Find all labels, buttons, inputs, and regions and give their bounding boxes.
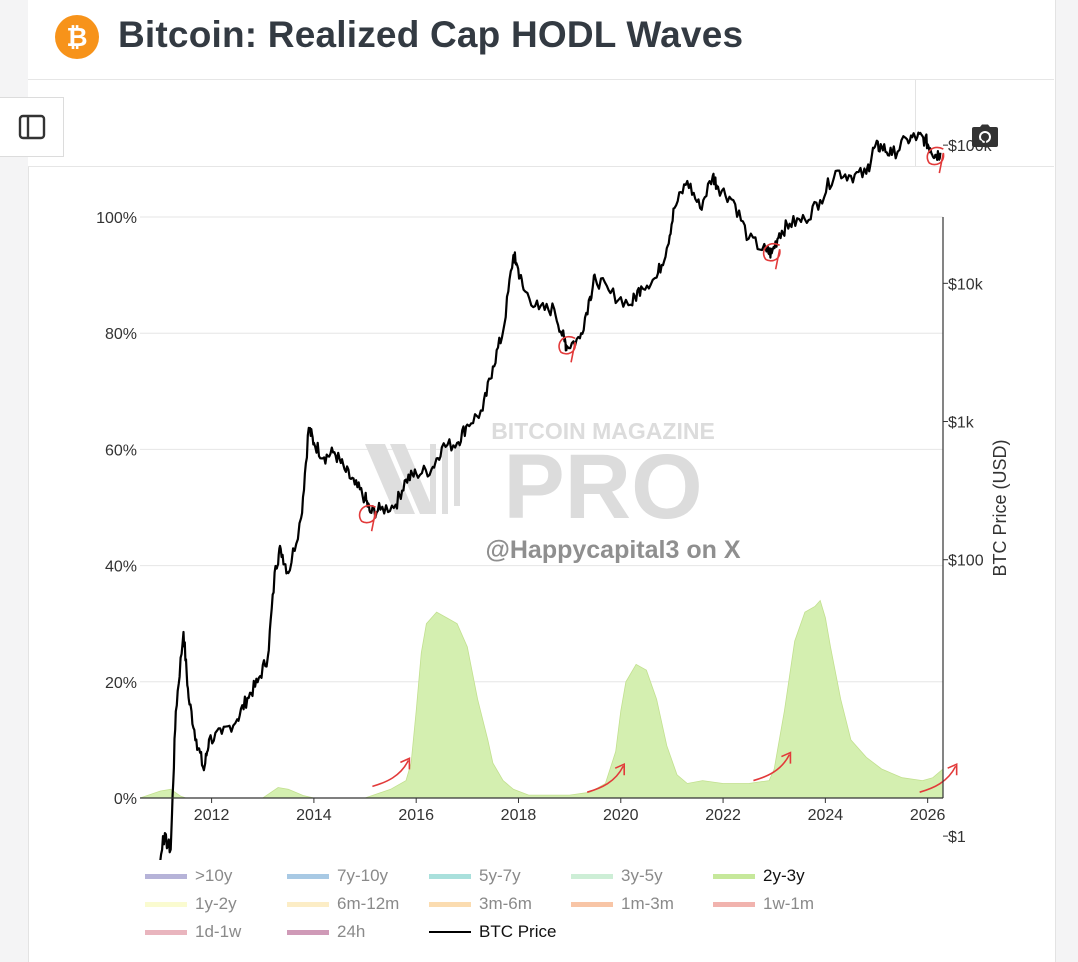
legend-label: 5y-7y (479, 866, 521, 885)
x-tick-label: 2016 (398, 807, 434, 824)
y2-tick-label: $1k (948, 415, 975, 432)
legend-item[interactable]: 24h (287, 922, 365, 942)
hand-drawn-arrowhead (781, 751, 792, 764)
hand-drawn-arrow (753, 754, 791, 782)
hand-drawn-arrowhead (947, 762, 958, 776)
legend-label: 24h (337, 922, 366, 941)
y2-tick-label: $100k (948, 138, 993, 155)
legend-swatch (145, 901, 187, 907)
legend-item[interactable]: BTC Price (429, 922, 556, 942)
y2-axis-title: BTC Price (USD) (990, 439, 1010, 576)
x-tick-label: 2022 (705, 807, 741, 824)
legend-swatch (287, 873, 329, 879)
legend-item[interactable]: 1m-3m (571, 894, 674, 914)
legend-item[interactable]: >10y (145, 866, 232, 886)
series-line-btc-price (159, 131, 942, 860)
legend-swatch (713, 873, 755, 879)
hand-drawn-circle (762, 243, 781, 270)
y-tick-label: 100% (96, 210, 137, 227)
legend-item[interactable]: 1d-1w (145, 922, 241, 942)
bitcoin-logo-icon: ₿ (55, 15, 99, 59)
legend-label: 1m-3m (621, 894, 674, 913)
y-tick-label: 40% (105, 559, 137, 576)
watermark-brand-main: PRO (503, 436, 702, 538)
legend-swatch (287, 929, 329, 935)
y2-tick-label: $1 (948, 829, 966, 846)
y2-tick-label: $10k (948, 276, 984, 293)
legend-label: >10y (195, 866, 233, 885)
price-line-layer (159, 131, 942, 860)
y-tick-label: 0% (114, 791, 137, 808)
series-area-2y-3y (139, 599, 944, 799)
band-areas (139, 599, 944, 799)
legend-label: 7y-10y (337, 866, 389, 885)
hand-drawn-circle (358, 504, 377, 532)
legend-swatch (145, 929, 187, 935)
chart-toolbar (28, 80, 1054, 167)
legend-item[interactable]: 2y-3y (713, 866, 805, 886)
x-tick-label: 2018 (501, 807, 537, 824)
legend-swatch (429, 901, 471, 907)
legend-swatch (145, 873, 187, 879)
legend-item[interactable]: 1w-1m (713, 894, 814, 914)
hand-drawn-circle (926, 146, 945, 174)
x-tick-label: 2012 (194, 807, 230, 824)
page-header (28, 0, 1054, 80)
y-tick-label: 60% (105, 442, 137, 459)
hodl-waves-chart: BITCOIN MAGAZINE PRO @Happycapital3 on X… (96, 131, 1010, 860)
y-tick-label: 20% (105, 675, 137, 692)
x-tick-label: 2014 (296, 807, 332, 824)
hand-drawn-arrow (372, 760, 410, 788)
y-tick-label: 80% (105, 326, 137, 343)
annotations (358, 146, 958, 793)
legend-item[interactable]: 1y-2y (145, 894, 237, 914)
watermark: BITCOIN MAGAZINE PRO @Happycapital3 on X (365, 418, 741, 564)
legend-label: 1y-2y (195, 894, 237, 913)
legend-swatch (571, 873, 613, 879)
watermark-logo-mark (365, 444, 460, 514)
axes: 0% 20% 40% 60% 80% 100% 2012 2014 2016 2018 2020 20… (96, 138, 1010, 846)
x-tick-label: 2020 (603, 807, 639, 824)
legend-line-swatch (429, 931, 471, 933)
hand-drawn-circle (558, 336, 577, 363)
watermark-brand-top: BITCOIN MAGAZINE (491, 418, 715, 444)
legend-label: BTC Price (479, 922, 557, 941)
hand-drawn-arrow (919, 765, 957, 793)
legend-swatch (571, 901, 613, 907)
x-tick-label: 2024 (808, 807, 844, 824)
legend-item[interactable]: 6m-12m (287, 894, 399, 914)
legend-swatch (713, 901, 755, 907)
hand-drawn-arrow (586, 765, 624, 793)
legend-item[interactable]: 3m-6m (429, 894, 532, 914)
legend-item[interactable]: 3y-5y (571, 866, 663, 886)
watermark-handle: @Happycapital3 on X (486, 536, 741, 564)
hand-drawn-arrowhead (614, 762, 626, 776)
camera-icon (972, 124, 998, 147)
hand-drawn-arrowhead (400, 757, 411, 770)
legend-label: 3y-5y (621, 866, 663, 885)
y2-tick-label: $100 (948, 553, 984, 570)
legend-label: 1w-1m (763, 894, 815, 913)
legend-item[interactable]: 5y-7y (429, 866, 521, 886)
page-title: Bitcoin: Realized Cap HODL Waves (118, 14, 744, 55)
sidebar-toggle-button[interactable] (0, 97, 64, 157)
x-tick-label: 2026 (910, 807, 946, 824)
legend-label: 6m-12m (337, 894, 400, 913)
legend-swatch (287, 901, 329, 907)
legend-label: 2y-3y (763, 866, 805, 885)
legend-swatch (429, 873, 471, 879)
screenshot-button[interactable] (955, 112, 1015, 160)
legend-label: 1d-1w (195, 922, 242, 941)
legend-label: 3m-6m (479, 894, 532, 913)
toolbar-divider (915, 80, 916, 166)
sidebar-toggle-icon (18, 114, 45, 140)
legend-item[interactable]: 7y-10y (287, 866, 388, 886)
